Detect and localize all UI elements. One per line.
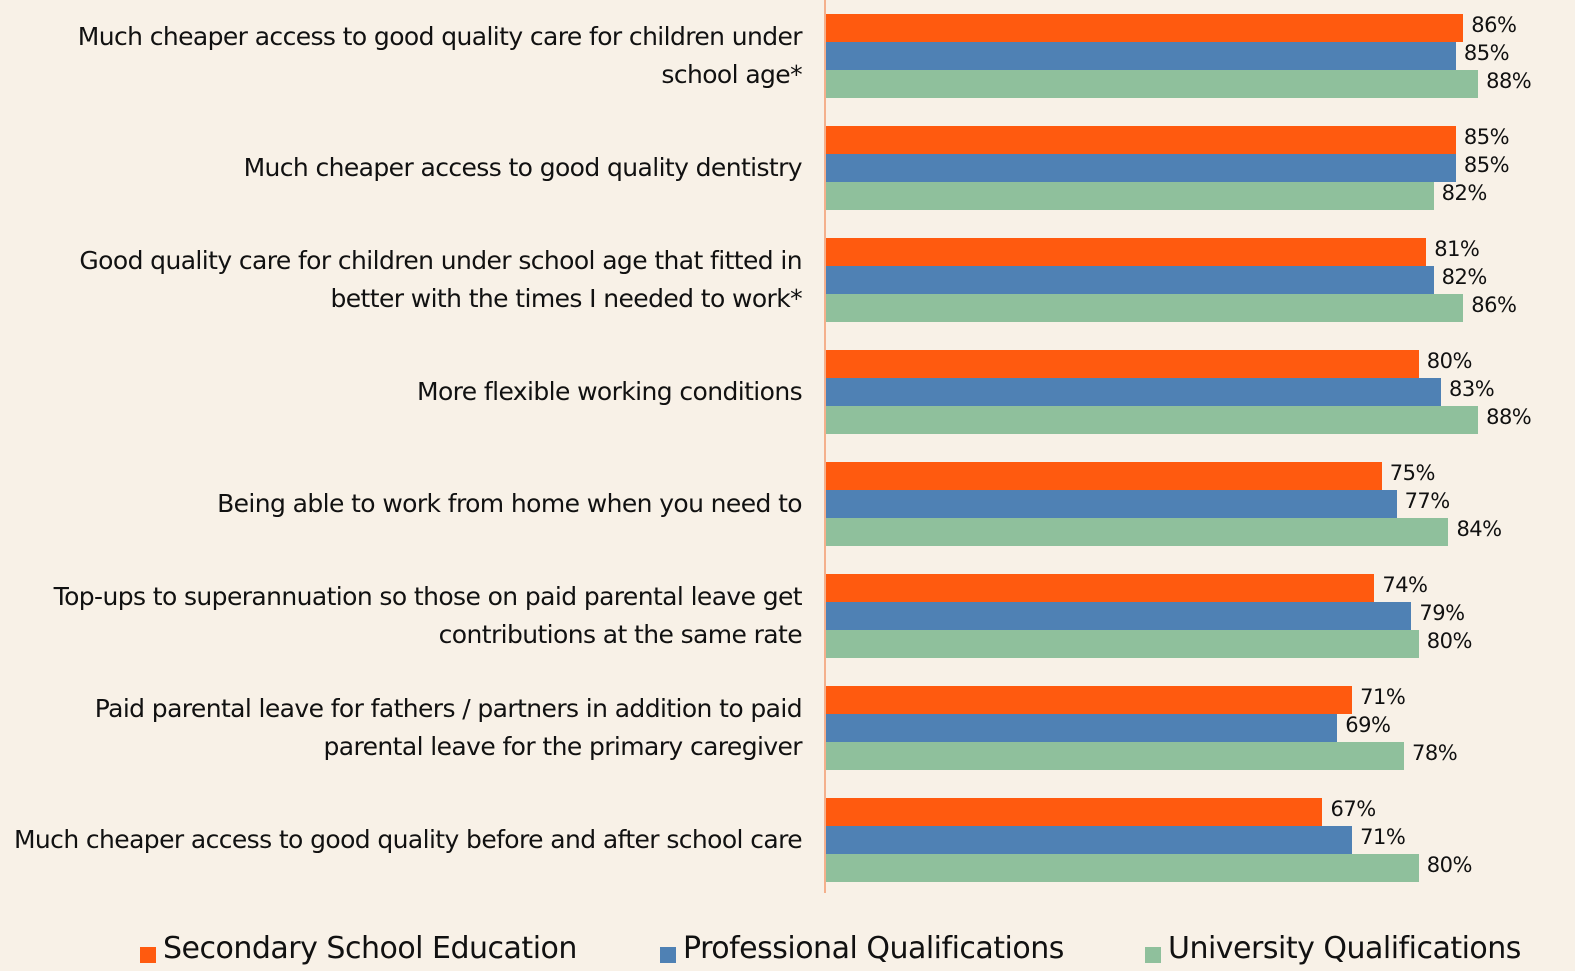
value-label: 85%	[1463, 153, 1510, 177]
bar	[826, 602, 1412, 630]
bar	[826, 70, 1479, 98]
bar	[826, 350, 1419, 378]
value-label: 80%	[1426, 629, 1473, 653]
category-label: Good quality care for children under sch…	[79, 246, 802, 313]
category-label: Much cheaper access to good quality dent…	[243, 153, 803, 182]
value-label: 81%	[1434, 237, 1480, 261]
bar	[826, 742, 1404, 770]
legend-label: Professional Qualifications	[683, 931, 1064, 966]
bar	[826, 182, 1434, 210]
legend-label: University Qualifications	[1168, 931, 1521, 966]
value-label: 85%	[1463, 41, 1510, 65]
category-label: Paid parental leave for fathers / partne…	[94, 694, 803, 761]
value-label: 80%	[1426, 853, 1473, 877]
bar	[826, 14, 1464, 42]
axis-line	[824, 0, 826, 893]
value-label: 74%	[1382, 573, 1428, 597]
bar	[826, 406, 1479, 434]
legend-swatch	[660, 947, 676, 963]
value-label: 84%	[1456, 517, 1502, 541]
category-label: Top-ups to superannuation so those on pa…	[53, 582, 803, 649]
value-label: 82%	[1441, 265, 1488, 289]
bar	[826, 574, 1375, 602]
value-label: 83%	[1449, 377, 1495, 401]
category-label: Being able to work from home when you ne…	[217, 489, 803, 518]
value-label: 86%	[1471, 13, 1517, 37]
legend-swatch	[1145, 947, 1161, 963]
bar	[826, 378, 1442, 406]
value-label: 80%	[1426, 349, 1473, 373]
value-label: 69%	[1345, 713, 1391, 737]
value-label: 78%	[1411, 741, 1458, 765]
value-label: 88%	[1486, 69, 1532, 93]
value-label: 85%	[1463, 125, 1510, 149]
value-label: 67%	[1330, 797, 1376, 821]
bar	[826, 42, 1456, 70]
category-label: Much cheaper access to good quality care…	[77, 22, 803, 89]
bar	[826, 238, 1427, 266]
category-label: More flexible working conditions	[416, 377, 803, 406]
bar	[826, 154, 1456, 182]
bar	[826, 490, 1397, 518]
legend-label: Secondary School Education	[163, 931, 577, 966]
legend-swatch	[140, 947, 156, 963]
value-label: 71%	[1360, 825, 1406, 849]
bar	[826, 294, 1464, 322]
bar	[826, 126, 1456, 154]
bar	[826, 518, 1449, 546]
value-label: 75%	[1389, 461, 1436, 485]
category-label: Much cheaper access to good quality befo…	[13, 825, 803, 854]
value-label: 71%	[1360, 685, 1406, 709]
bar	[826, 854, 1419, 882]
bar	[826, 266, 1434, 294]
bar	[826, 630, 1419, 658]
value-label: 86%	[1471, 293, 1517, 317]
value-label: 79%	[1419, 601, 1465, 625]
bar	[826, 462, 1382, 490]
bar	[826, 686, 1353, 714]
bar	[826, 714, 1338, 742]
bar	[826, 826, 1353, 854]
value-label: 77%	[1404, 489, 1451, 513]
value-label: 88%	[1486, 405, 1532, 429]
value-label: 82%	[1441, 181, 1488, 205]
bar	[826, 798, 1323, 826]
